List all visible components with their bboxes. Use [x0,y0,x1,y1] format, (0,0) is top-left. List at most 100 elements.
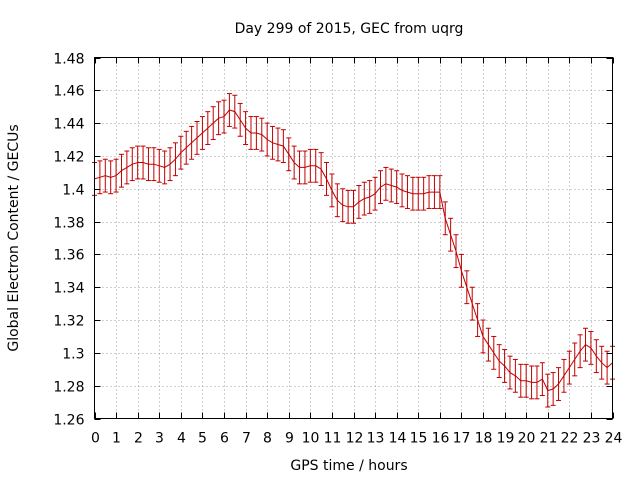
error-bar [426,175,432,209]
x-tick-label: 21 [540,431,558,447]
error-bar [529,365,535,400]
error-bar [388,168,394,203]
error-bar [140,145,146,180]
y-tick-label: 1.32 [53,314,84,330]
error-bar [102,158,108,193]
x-tick-label: 10 [302,431,320,447]
error-bar [545,373,551,408]
error-bar [307,148,313,183]
error-bar [588,331,594,365]
error-bar [539,362,545,397]
error-bar [253,116,259,150]
error-bar [523,363,529,398]
error-bar [453,234,459,269]
error-bar [431,175,437,209]
error-bar [124,150,130,185]
error-bar [599,345,605,380]
x-tick-label: 15 [410,431,428,447]
x-tick-label: 11 [324,431,342,447]
error-bar [162,150,168,185]
error-bar [329,173,335,208]
x-tick-label: 12 [346,431,364,447]
error-bar [243,111,249,145]
error-bar [151,147,157,182]
x-tick-label: 9 [285,431,294,447]
data-series [92,93,615,408]
error-bar [156,148,162,183]
error-bar [480,319,486,354]
error-bar [550,372,556,406]
error-bar [415,176,421,211]
error-bar [383,166,389,201]
x-tick-label: 7 [242,431,251,447]
error-bar [97,160,103,195]
x-tick-label: 19 [497,431,515,447]
series-line [94,109,613,392]
error-bar [291,145,297,180]
y-tick-label: 1.26 [53,413,84,429]
error-bar [507,355,513,390]
error-bar [351,189,356,224]
axis-tick-labels: 0 1 2 3 4 5 6 7 8 9 10 11 12 13 14 15 16 17 18 19 20 21 22 23 24… [53,52,622,447]
error-bar [270,125,276,160]
error-bar [340,188,346,223]
x-tick-label: 2 [134,431,143,447]
error-bar [485,327,491,362]
x-tick-label: 0 [91,431,100,447]
error-bar [572,342,578,377]
error-bar [118,153,124,188]
error-bar [399,173,405,208]
error-bar [194,120,200,155]
error-bar [448,217,454,252]
error-bar [421,176,427,211]
error-bar [297,150,303,185]
error-bar [458,253,464,288]
error-bar [577,334,583,369]
error-bar [248,116,254,150]
error-bar [367,180,373,214]
error-bar [178,135,184,170]
error-bar [199,116,205,150]
y-tick-label: 1.48 [53,52,84,68]
x-tick-label: 4 [177,431,186,447]
error-bar [345,189,351,224]
error-bar [372,176,378,211]
x-tick-label: 3 [155,431,164,447]
error-bar [475,303,481,337]
x-tick-label: 17 [453,431,471,447]
error-bar [302,150,308,185]
error-bar [437,175,443,209]
y-tick-label: 1.42 [53,150,84,166]
error-bar [135,145,141,180]
axis-ticks [94,57,614,420]
x-tick-label: 14 [389,431,407,447]
error-bar [237,102,243,137]
y-tick-label: 1.3 [62,347,84,363]
error-bar [264,122,270,157]
y-tick-label: 1.28 [53,380,84,396]
x-tick-label: 23 [583,431,601,447]
error-bar [469,286,475,321]
error-bar [286,137,292,172]
x-tick-label: 22 [561,431,579,447]
error-bar [145,147,151,182]
error-bar [313,148,319,183]
error-bar [183,130,189,165]
error-bar [410,176,416,211]
y-tick-label: 1.36 [53,248,84,264]
error-bar [210,106,216,141]
y-tick-label: 1.46 [53,84,84,100]
x-tick-label: 6 [220,431,229,447]
error-bar [318,152,324,186]
y-axis-label: Global Electron Content / GECUs [6,124,22,351]
y-tick-label: 1.44 [53,117,84,133]
error-bar [361,181,367,216]
error-bar [205,111,211,145]
x-tick-label: 8 [263,431,272,447]
error-bar [561,358,567,393]
error-bar [464,270,470,305]
error-bar [226,93,232,127]
error-bar [324,162,330,196]
error-bar [518,363,524,398]
error-bar [172,142,178,177]
